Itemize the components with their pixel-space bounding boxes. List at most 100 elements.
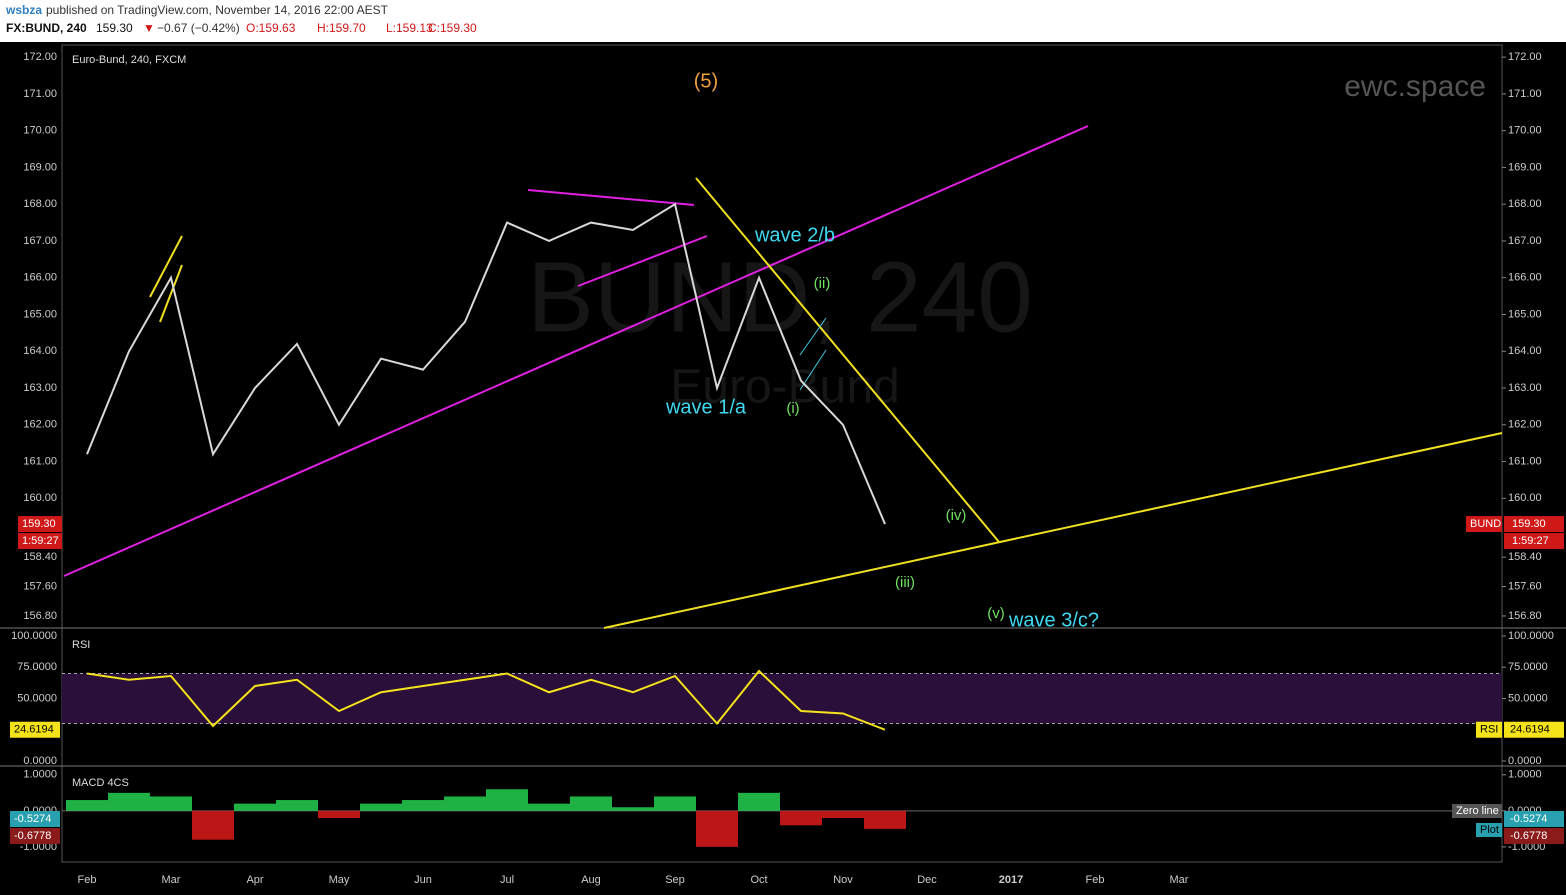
x-tick-label: 2017 [999, 874, 1023, 886]
y-tick-label: 171.00 [23, 88, 57, 100]
value-tag: -0.6778 [14, 830, 51, 842]
bar [486, 789, 528, 811]
y-tick-label: 161.00 [23, 455, 57, 467]
bar [192, 810, 234, 840]
y-tick-label: 157.60 [23, 580, 57, 592]
value-tag: 24.6194 [1510, 724, 1550, 736]
y-tick-label: 172.00 [23, 51, 57, 63]
legend-bg [1476, 823, 1502, 837]
bar [444, 796, 486, 811]
y-tick-label: 50.0000 [17, 692, 57, 704]
price-tag-bg [1504, 516, 1564, 533]
bar [780, 810, 822, 826]
y-tick-label: 166.00 [23, 272, 57, 284]
y-tick-label: 168.00 [23, 198, 57, 210]
y-tick-label: 163.00 [1508, 382, 1542, 394]
legend-entry: Zero line [1456, 805, 1499, 817]
y-tick-label: 165.00 [23, 308, 57, 320]
bar [738, 792, 780, 811]
price-tag-bg [18, 516, 62, 533]
y-tick-label: 169.00 [23, 161, 57, 173]
bar [234, 803, 276, 811]
y-tick-label: 166.00 [1508, 272, 1542, 284]
pane-title: Euro-Bund, 240, FXCM [72, 54, 186, 66]
x-tick-label: Oct [750, 874, 767, 886]
price-tag-bg [18, 533, 62, 550]
close: C:159.30 [428, 21, 477, 35]
watermark-name: Euro-Bund [670, 361, 899, 414]
y-tick-label: 164.00 [1508, 345, 1542, 357]
series-tag-bg [1466, 516, 1502, 533]
x-tick-label: Mar [162, 874, 181, 886]
bar [528, 803, 570, 811]
y-tick-label: 75.0000 [1508, 661, 1548, 673]
y-tick-label: 158.40 [1508, 551, 1542, 563]
y-tick-label: 157.60 [1508, 580, 1542, 592]
trendline [63, 125, 1089, 577]
trendline [577, 235, 708, 287]
value-tag-bg [10, 828, 60, 844]
change: −0.67 (−0.42%) [157, 21, 240, 35]
legend-entry: Plot [1480, 824, 1499, 836]
y-tick-label: 168.00 [1508, 198, 1542, 210]
annotation: (iv) [946, 507, 967, 524]
symbol: FX:BUND, 240 [6, 21, 87, 35]
y-tick-label: 162.00 [1508, 419, 1542, 431]
value-tag: -0.5274 [1510, 813, 1547, 825]
bar [696, 810, 738, 847]
value-tag: 24.6194 [14, 724, 54, 736]
bar [654, 796, 696, 811]
trendline [527, 189, 695, 206]
y-tick-label: 164.00 [23, 345, 57, 357]
annotation: (ii) [814, 275, 831, 292]
y-tick-label: 156.80 [23, 610, 57, 622]
series-name: RSI [1480, 724, 1498, 736]
y-tick-label: 165.00 [1508, 308, 1542, 320]
author: wsbza [5, 3, 42, 17]
bar [570, 796, 612, 811]
y-tick-label: 172.00 [1508, 51, 1542, 63]
bar [864, 810, 906, 829]
y-tick-label: 100.0000 [1508, 630, 1554, 642]
y-tick-label: 163.00 [23, 382, 57, 394]
y-tick-label: 162.00 [23, 419, 57, 431]
value-tag-bg [1504, 721, 1564, 738]
price-tag: 159.30 [22, 518, 56, 530]
high: H:159.70 [317, 21, 366, 35]
legend-bg [1452, 804, 1502, 818]
annotation: (v) [987, 605, 1005, 622]
price: 159.30 [96, 21, 133, 35]
series-tag-bg [1476, 721, 1502, 738]
y-tick-label: 0.0000 [1508, 755, 1542, 767]
open: O:159.63 [246, 21, 296, 35]
pane-title: MACD 4CS [72, 777, 129, 789]
y-tick-label: 170.00 [1508, 125, 1542, 137]
value-tag: -0.5274 [14, 813, 51, 825]
value-tag-bg [1504, 828, 1564, 844]
value-tag: -0.6778 [1510, 830, 1547, 842]
y-tick-label: 50.0000 [1508, 692, 1548, 704]
x-tick-label: May [329, 874, 350, 886]
bar [108, 792, 150, 811]
value-tag-bg [1504, 811, 1564, 827]
x-tick-label: Dec [917, 874, 937, 886]
y-tick-label: 170.00 [23, 125, 57, 137]
chart-bg [0, 42, 1566, 895]
y-tick-label: 169.00 [1508, 161, 1542, 173]
header-bg [0, 0, 1566, 42]
plot-frame [61, 44, 1503, 863]
price-tag-bg [1504, 533, 1564, 550]
trendline [603, 432, 1503, 629]
value-tag-bg [10, 811, 60, 827]
series-name: BUND [1470, 518, 1501, 530]
trendline [799, 317, 827, 356]
watermark-symbol: BUND, 240 [527, 241, 1033, 353]
value-tag-bg [10, 721, 60, 738]
bar [402, 800, 444, 811]
trendline [149, 235, 183, 298]
x-tick-label: Feb [1086, 874, 1105, 886]
change-arrow: ▼ [143, 21, 155, 35]
y-tick-label: 0.0000 [23, 755, 57, 767]
pane-title: RSI [72, 639, 90, 651]
